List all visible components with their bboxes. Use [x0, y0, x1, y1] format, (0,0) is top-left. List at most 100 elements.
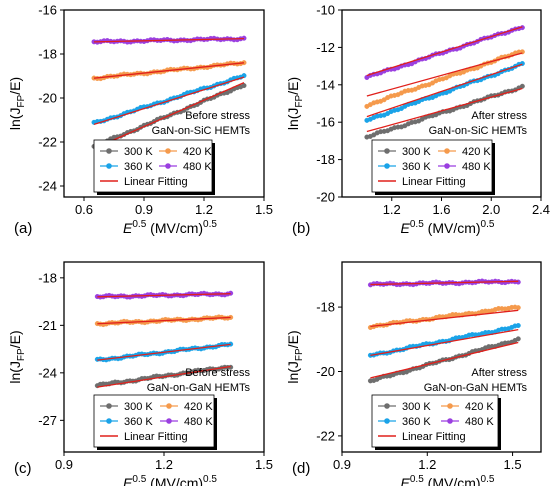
legend: 300 K 420 K 360 K 480 K Linear Fitting	[371, 139, 495, 195]
legend-marker	[166, 418, 172, 424]
series-420k	[367, 304, 521, 330]
legend-marker	[447, 403, 453, 409]
y-tick-label: -14	[316, 77, 335, 92]
legend-fit-label: Linear Fitting	[402, 176, 466, 188]
legend-label: 480 K	[462, 161, 491, 173]
fit-line	[97, 343, 231, 361]
x-label-sup: 0.5	[410, 219, 424, 230]
x-label-sup2: 0.5	[481, 219, 495, 230]
y-label-main: ln(J	[285, 361, 301, 384]
legend-label: 300 K	[402, 146, 431, 158]
series-480k	[91, 35, 247, 45]
x-label-sup: 0.5	[132, 219, 146, 230]
x-label-sup: 0.5	[132, 474, 146, 485]
series-300k	[364, 83, 525, 140]
x-axis-label: E0.5 (MV/cm)0.5	[401, 474, 495, 486]
legend-marker	[166, 403, 172, 409]
annotation-line: After stress	[471, 367, 527, 379]
y-tick-label: -18	[38, 270, 57, 285]
data-point	[241, 73, 247, 79]
fit-line	[366, 63, 523, 118]
legend-label: 480 K	[465, 416, 494, 428]
x-tick-label: 1.5	[504, 457, 522, 472]
x-tick-label: 1.5	[255, 202, 273, 217]
legend-label: 480 K	[184, 416, 213, 428]
y-label-tail: /E)	[7, 77, 23, 95]
annotation-line: GaN-on-SiC HEMTs	[152, 125, 251, 137]
legend-label: 420 K	[465, 401, 494, 413]
legend-marker	[447, 418, 453, 424]
legend-label: 420 K	[184, 401, 213, 413]
x-axis-label: E0.5 (MV/cm)0.5	[123, 474, 217, 486]
fit-line	[366, 52, 523, 97]
legend-label: 360 K	[124, 416, 153, 428]
legend-fit-label: Linear Fitting	[402, 431, 466, 443]
fit-line	[370, 280, 519, 286]
x-tick-label: 0.9	[135, 202, 153, 217]
y-tick-label: -12	[316, 40, 335, 55]
y-label-sub: FP	[16, 94, 27, 107]
y-label-sub: FP	[294, 348, 305, 361]
x-label-units: (MV/cm)	[146, 220, 203, 236]
series-420k	[94, 314, 234, 328]
y-tick-label: -16	[316, 115, 335, 130]
y-axis-label: ln(JFP/E)	[285, 330, 305, 383]
fit-line	[97, 316, 231, 325]
annotation-line: After stress	[471, 110, 527, 122]
legend-marker	[106, 418, 112, 424]
plot-frame	[63, 9, 265, 198]
y-label-main: ln(J	[285, 108, 301, 131]
data-point	[519, 83, 525, 89]
fit-line	[93, 76, 245, 126]
x-tick-label: 1.6	[432, 202, 450, 217]
data-point	[515, 323, 521, 329]
legend-marker	[384, 163, 390, 169]
plot-frame	[341, 261, 542, 453]
x-label-main: E	[401, 475, 411, 486]
annotation-line: Before stress	[185, 110, 250, 122]
legend: 300 K 420 K 360 K 480 K Linear Fitting	[93, 394, 217, 450]
data-point	[515, 279, 521, 285]
series-480k	[367, 278, 521, 288]
y-axis-label: ln(JFP/E)	[7, 330, 27, 383]
data-point	[515, 305, 521, 311]
x-axis-label: E0.5 (MV/cm)0.5	[401, 219, 495, 236]
x-tick-label: 1.2	[383, 202, 401, 217]
fit-line	[366, 87, 523, 133]
series-300k	[94, 364, 234, 389]
annotation-line: GaN-on-GaN HEMTs	[147, 382, 251, 394]
panel-label: (d)	[292, 460, 310, 477]
series-420k	[364, 49, 525, 109]
x-tick-label: 0.9	[55, 457, 73, 472]
legend: 300 K 420 K 360 K 480 K Linear Fitting	[93, 139, 215, 195]
y-tick-label: -18	[316, 300, 335, 315]
legend-marker	[165, 148, 171, 154]
fit-line	[97, 365, 231, 388]
series-420k	[91, 60, 247, 82]
x-tick-label: 2.0	[482, 202, 500, 217]
x-label-main: E	[401, 220, 411, 236]
legend-marker	[106, 148, 112, 154]
panel-label: (a)	[14, 220, 32, 237]
series-360k	[364, 61, 525, 123]
y-label-sub: FP	[16, 348, 27, 361]
x-label-sup: 0.5	[410, 474, 424, 485]
x-label-units: (MV/cm)	[424, 220, 481, 236]
y-tick-label: -24	[38, 179, 57, 194]
y-tick-label: -18	[316, 152, 335, 167]
legend-label: 300 K	[124, 401, 153, 413]
y-tick-label: -27	[38, 413, 57, 428]
series-480k	[94, 290, 234, 300]
legend-marker	[384, 148, 390, 154]
y-tick-label: -21	[38, 318, 57, 333]
x-label-main: E	[123, 220, 133, 236]
y-tick-label: -20	[38, 91, 57, 106]
y-label-main: ln(J	[7, 108, 23, 131]
series-360k	[91, 73, 247, 126]
legend-marker	[106, 163, 112, 169]
legend-fit-label: Linear Fitting	[124, 431, 188, 443]
legend-marker	[444, 163, 450, 169]
